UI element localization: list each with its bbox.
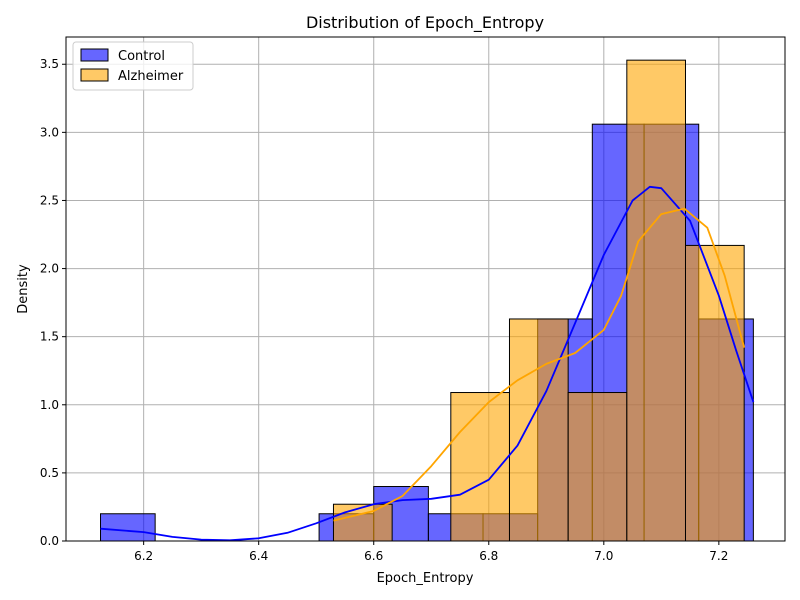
histogram-bar — [626, 59, 686, 542]
y-tick-label: 1.0 — [40, 398, 59, 412]
y-axis-ticks: 0.0 0.5 1.0 1.5 2.0 2.5 3.0 3.5 — [40, 57, 66, 548]
y-tick-label: 0.0 — [40, 534, 59, 548]
x-tick-label: 6.4 — [249, 549, 268, 563]
legend: Control Alzheimer — [72, 41, 194, 91]
y-axis-label: Density — [16, 264, 31, 314]
alzheimer-bars — [332, 59, 745, 542]
histogram-bar — [684, 244, 745, 542]
chart-title: Distribution of Epoch_Entropy — [306, 13, 544, 33]
y-tick-label: 0.5 — [40, 466, 59, 480]
histogram-bar — [100, 513, 156, 542]
x-tick-label: 6.6 — [364, 549, 383, 563]
histogram-bar — [332, 503, 393, 542]
y-tick-label: 3.5 — [40, 57, 59, 71]
y-tick-label: 1.5 — [40, 330, 59, 344]
x-axis-label: Epoch_Entropy — [377, 571, 474, 586]
x-tick-label: 7.2 — [709, 549, 728, 563]
x-tick-label: 6.2 — [134, 549, 153, 563]
plot-frame — [65, 36, 786, 542]
x-axis-ticks: 6.2 6.4 6.6 6.8 7.0 7.2 — [134, 541, 728, 563]
x-tick-label: 6.8 — [479, 549, 498, 563]
y-tick-label: 3.0 — [40, 125, 59, 139]
y-tick-label: 2.5 — [40, 193, 59, 207]
kde-line-alzheimer — [333, 207, 746, 522]
legend-label-control: Control — [118, 49, 165, 64]
legend-label-alzheimer: Alzheimer — [118, 69, 184, 84]
histogram-bar — [567, 392, 628, 542]
y-tick-label: 2.0 — [40, 262, 59, 276]
kde-line-control — [100, 185, 755, 542]
kde-curves — [100, 185, 755, 542]
x-tick-label: 7.0 — [594, 549, 613, 563]
legend-swatch-alzheimer — [80, 68, 109, 82]
histogram-bar — [508, 318, 569, 542]
legend-swatch-control — [80, 48, 109, 62]
